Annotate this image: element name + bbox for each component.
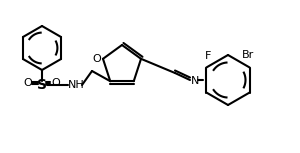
Text: S: S — [37, 78, 47, 92]
Text: Br: Br — [242, 50, 254, 60]
Text: N: N — [191, 76, 200, 86]
Text: O: O — [52, 78, 60, 88]
Text: F: F — [205, 51, 212, 61]
Text: NH: NH — [68, 80, 85, 90]
Text: O: O — [92, 54, 101, 64]
Text: O: O — [24, 78, 32, 88]
